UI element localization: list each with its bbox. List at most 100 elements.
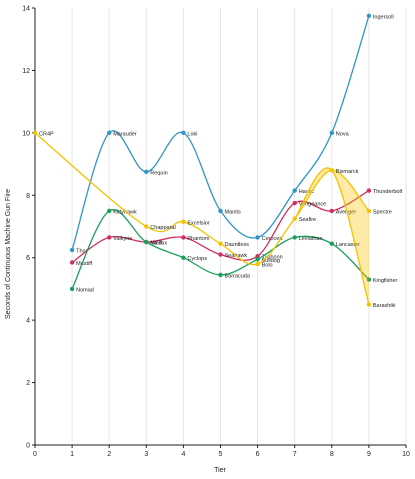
grid <box>71 8 407 445</box>
data-label: Loki <box>187 131 197 137</box>
x-tick-label: 10 <box>402 451 410 458</box>
data-label: Requin <box>150 170 167 176</box>
series-2: Nomad Kittyhawk Halifax Cyclops Barracuda Bul… <box>69 208 398 293</box>
data-label: Valkyrie <box>113 236 132 242</box>
y-tick-label: 14 <box>22 6 30 13</box>
y-tick-label: 2 <box>26 380 30 387</box>
data-label: Mastiff <box>76 261 93 267</box>
data-label: Mk II <box>150 241 162 247</box>
data-point <box>69 260 75 265</box>
data-point <box>366 302 372 307</box>
data-point <box>329 130 334 136</box>
data-label: Bolo <box>262 262 273 268</box>
y-tick-label: 10 <box>22 130 30 137</box>
data-point <box>292 235 297 240</box>
data-point <box>32 130 38 136</box>
data-label: Halifax <box>150 241 167 247</box>
data-point <box>69 286 75 292</box>
data-label: Bismarck <box>336 169 359 175</box>
x-tick-label: 1 <box>70 451 74 458</box>
data-point <box>292 188 297 193</box>
data-label: Nova <box>336 131 350 137</box>
data-label: Excelsior <box>187 220 209 226</box>
data-point <box>255 253 260 259</box>
data-point <box>218 272 223 278</box>
data-point <box>218 252 223 257</box>
series-band <box>294 167 369 305</box>
series-line <box>71 15 370 251</box>
data-label: Cyclops <box>187 256 207 262</box>
data-label: Lancaster <box>336 242 360 248</box>
y-tick-label: 8 <box>26 193 30 200</box>
data-point <box>292 216 297 221</box>
x-tick-label: 2 <box>107 451 111 458</box>
y-axis-title: Seconds of Continuous Machine Gun Fire <box>5 189 12 319</box>
data-label: Phantom <box>187 236 209 242</box>
data-label: Thor <box>76 248 87 254</box>
data-point <box>181 255 186 260</box>
data-point <box>329 208 334 214</box>
x-tick-label: 6 <box>256 451 260 458</box>
data-label: Cerecea <box>262 236 284 242</box>
x-tick-label: 4 <box>181 451 185 458</box>
data-point <box>218 241 223 246</box>
data-label: Dauntless <box>225 242 250 248</box>
data-point <box>366 13 372 19</box>
data-label: Barracuda <box>225 273 251 279</box>
y-tick-label: 0 <box>26 443 30 450</box>
data-label: Typhoon <box>262 255 283 261</box>
data-point <box>181 219 186 225</box>
data-point <box>366 208 372 214</box>
data-label: Seafire <box>299 217 316 223</box>
data-point <box>144 224 149 229</box>
x-axis-title: Tier <box>214 467 226 474</box>
x-tick-label: 3 <box>144 451 148 458</box>
data-label: Chapparal <box>150 225 175 231</box>
y-tick-label: 4 <box>26 318 30 325</box>
data-point <box>107 130 112 136</box>
data-point <box>144 239 149 245</box>
data-point <box>366 188 372 193</box>
data-label: Nomad <box>76 287 94 293</box>
data-label: Vengeance <box>299 202 327 208</box>
y-tick-label: 12 <box>22 68 30 75</box>
x-tick-label: 0 <box>33 451 37 458</box>
data-label: Marauder <box>113 131 137 137</box>
data-point <box>181 235 186 240</box>
data-point <box>144 169 149 175</box>
data-point <box>366 277 372 282</box>
data-point <box>329 168 334 173</box>
x-tick-label: 7 <box>293 451 297 458</box>
y-tick-labels: 0 2 4 6 8 10 12 14 <box>22 6 35 450</box>
data-point <box>218 208 223 214</box>
data-label: Kingfisher <box>373 278 398 284</box>
data-point <box>107 208 112 214</box>
data-label: Kittyhawk <box>113 209 137 215</box>
data-point <box>329 241 334 246</box>
data-label: Ingersoll <box>373 14 394 20</box>
x-tick-labels: 0 1 2 3 4 5 6 7 8 9 10 <box>33 445 410 458</box>
data-point <box>292 200 297 206</box>
series-group: Thor Marauder Requin Loki Mantis Cerecea Havoc… <box>32 13 403 309</box>
data-point <box>69 247 75 253</box>
data-point <box>255 257 260 262</box>
data-label: CR4P <box>39 131 54 137</box>
data-label: Spectre <box>373 209 392 215</box>
x-tick-label: 5 <box>219 451 223 458</box>
y-tick-label: 6 <box>26 255 30 262</box>
data-point <box>181 130 186 136</box>
series-3: CR4P Chapparal Excelsior Dauntless Bolo Seafi… <box>32 130 396 309</box>
data-label: Leviathan <box>299 236 323 242</box>
data-point <box>255 235 260 240</box>
series-line <box>34 132 370 266</box>
data-point <box>107 235 112 240</box>
x-tick-label: 9 <box>367 451 371 458</box>
data-label: Mantis <box>225 209 241 215</box>
data-label: Avenger <box>336 209 357 215</box>
data-label: Havoc <box>299 189 315 195</box>
data-point <box>255 261 260 267</box>
data-label: Thunderbolt <box>373 189 403 195</box>
x-tick-label: 8 <box>330 451 334 458</box>
data-label: Barashiki <box>373 303 396 309</box>
